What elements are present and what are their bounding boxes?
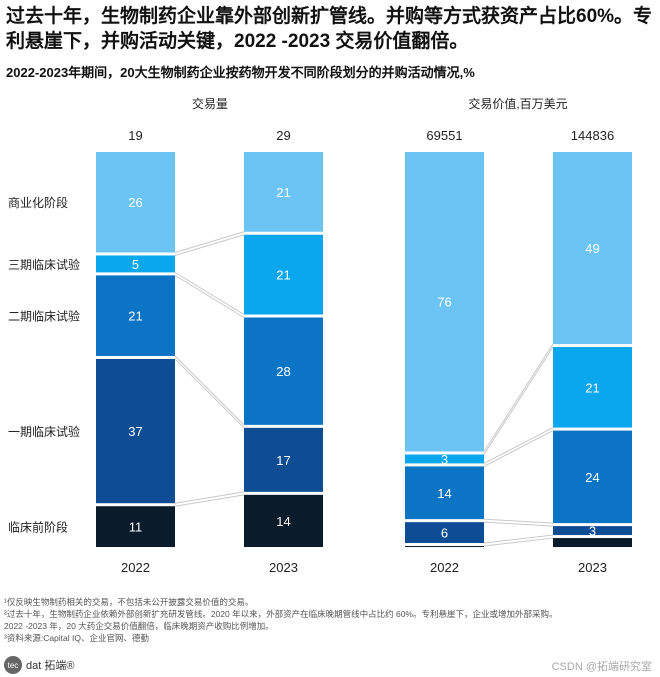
data-label: 17 (276, 453, 290, 468)
page-title: 过去十年，生物制药企业靠外部创新扩管线。并购等方式获资产占比60%。专利悬崖下，… (6, 6, 653, 52)
footnote-1: ¹仅反映生物制药相关的交易，不包括未公开披露交易价值的交易。 (4, 597, 254, 607)
bar-segment (244, 234, 323, 315)
stacked-bar-charts: 交易量 19 2022 26 5 21 37 11 29 2023 21 21 28 17 14 商业化阶段三… (8, 96, 632, 575)
bar-segment (244, 494, 323, 547)
data-label: 14 (276, 514, 290, 529)
connector-line (174, 491, 245, 504)
bar-segment (405, 522, 484, 544)
connector-line (483, 343, 554, 452)
data-label: 3 (589, 524, 596, 539)
category-label: 2022 (430, 560, 459, 575)
connector-line (483, 346, 554, 455)
bar-segment (244, 152, 323, 232)
data-label: 21 (276, 268, 290, 283)
bar-segment (96, 152, 175, 253)
connector-line (483, 537, 554, 547)
chart-subtitle: 2022-2023年期间，20大生物制药企业按药物开发不同阶段划分的并购活动情况… (6, 65, 475, 80)
connector-line (483, 534, 554, 544)
bar-segment (553, 152, 632, 345)
category-label: 2023 (578, 560, 607, 575)
data-label: 5 (132, 257, 139, 272)
connector-line (174, 271, 245, 315)
connector-line (174, 231, 245, 253)
category-label: 2023 (269, 560, 298, 575)
connector-line (483, 521, 554, 527)
bar-segment (96, 275, 175, 356)
logo: tec dat 拓端® (4, 656, 74, 674)
data-label: 21 (585, 380, 599, 395)
legend-label: 商业化阶段 (8, 195, 68, 210)
data-label: 76 (437, 295, 451, 310)
legend-label: 二期临床试验 (8, 309, 80, 324)
bar-segment (244, 427, 323, 492)
chart-title: 交易量 (192, 96, 228, 111)
data-label: 21 (128, 309, 142, 324)
total-label: 19 (128, 128, 142, 143)
chart-title: 交易价值,百万美元 (468, 96, 567, 111)
connector-line (174, 234, 245, 256)
connector-line (174, 494, 245, 507)
footnote-2: ²过去十年，生物制药企业依赖外部创新扩充研发管线。2020 年以来，外部资产在临… (4, 609, 558, 619)
footnote-3: ³资料来源:Capital IQ、企业官网、德勤 (4, 633, 149, 643)
footnote-2-cont: 2022 -2023 年，20 大药企交易价值翻倍，临床晚期资产收购比例增加。 (4, 621, 274, 631)
logo-mark: tec (4, 656, 22, 674)
bar-segment (553, 347, 632, 428)
legend-label: 临床前阶段 (8, 520, 68, 535)
data-label: 14 (437, 486, 451, 501)
bar-segment (96, 506, 175, 547)
legend-label: 一期临床试验 (8, 424, 80, 439)
data-label: 11 (129, 520, 143, 535)
data-label: 24 (585, 470, 599, 485)
bar-segment (244, 317, 323, 425)
data-label: 21 (276, 185, 290, 200)
data-label: 3 (441, 452, 448, 467)
bar-segment (405, 546, 484, 548)
bar-segment (405, 152, 484, 452)
total-label: 69551 (426, 128, 462, 143)
connector-line (174, 355, 245, 426)
connector-line (483, 427, 554, 464)
total-label: 144836 (571, 128, 614, 143)
connector-line (174, 274, 245, 318)
bar-segment (553, 526, 632, 536)
bar-segment (96, 255, 175, 273)
bar-segment (553, 538, 632, 547)
data-label: 26 (128, 195, 142, 210)
category-label: 2022 (121, 560, 150, 575)
connector-line (483, 430, 554, 467)
connector-line (174, 358, 245, 429)
legend-label: 三期临床试验 (8, 257, 80, 272)
bar-segment (405, 454, 484, 464)
data-label: 28 (276, 364, 290, 379)
data-label: 6 (441, 526, 448, 541)
connector-line (483, 518, 554, 524)
footnotes: ¹仅反映生物制药相关的交易，不包括未公开披露交易价值的交易。 ²过去十年，生物制… (4, 596, 557, 644)
data-label: 37 (128, 424, 142, 439)
logo-text: dat 拓端® (26, 660, 75, 672)
bar-segment (96, 358, 175, 504)
watermark: CSDN @拓端研究室 (551, 661, 652, 673)
bar-segment (553, 430, 632, 524)
bar-segment (405, 466, 484, 520)
data-label: 49 (585, 241, 599, 256)
total-label: 29 (276, 128, 290, 143)
